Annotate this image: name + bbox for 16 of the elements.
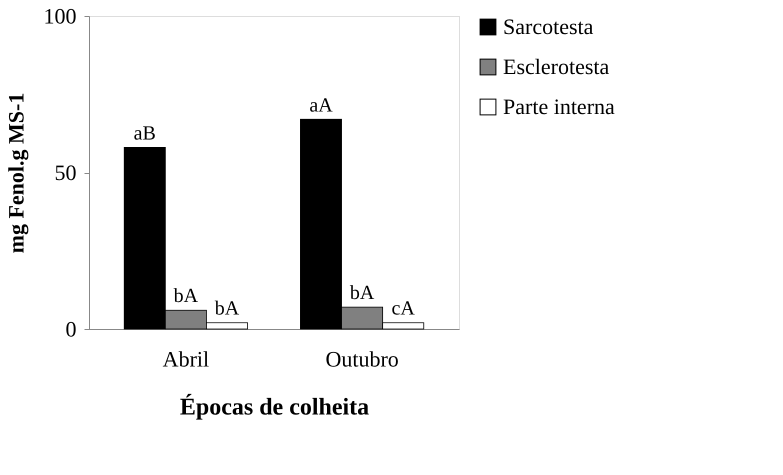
data-label: bA [214,298,240,320]
legend-label: Sarcotesta [503,14,594,39]
x-tick-label: Abril [162,346,210,372]
data-label: cA [392,298,416,320]
data-label: bA [350,282,375,304]
y-tick-label: 50 [54,160,76,185]
y-axis-title: mg Fenol.g MS-1 [4,92,28,254]
legend-label: Parte interna [503,94,616,119]
data-label: aB [134,122,156,144]
data-label: aA [309,94,334,116]
y-tick-label: 100 [44,4,76,28]
y-tick-label: 0 [66,316,76,342]
x-axis-title: Épocas de colheita [180,394,370,420]
legend-label: Esclerotesta [503,54,610,79]
x-tick-label: Outubro [325,346,399,372]
data-label: bA [174,285,199,308]
